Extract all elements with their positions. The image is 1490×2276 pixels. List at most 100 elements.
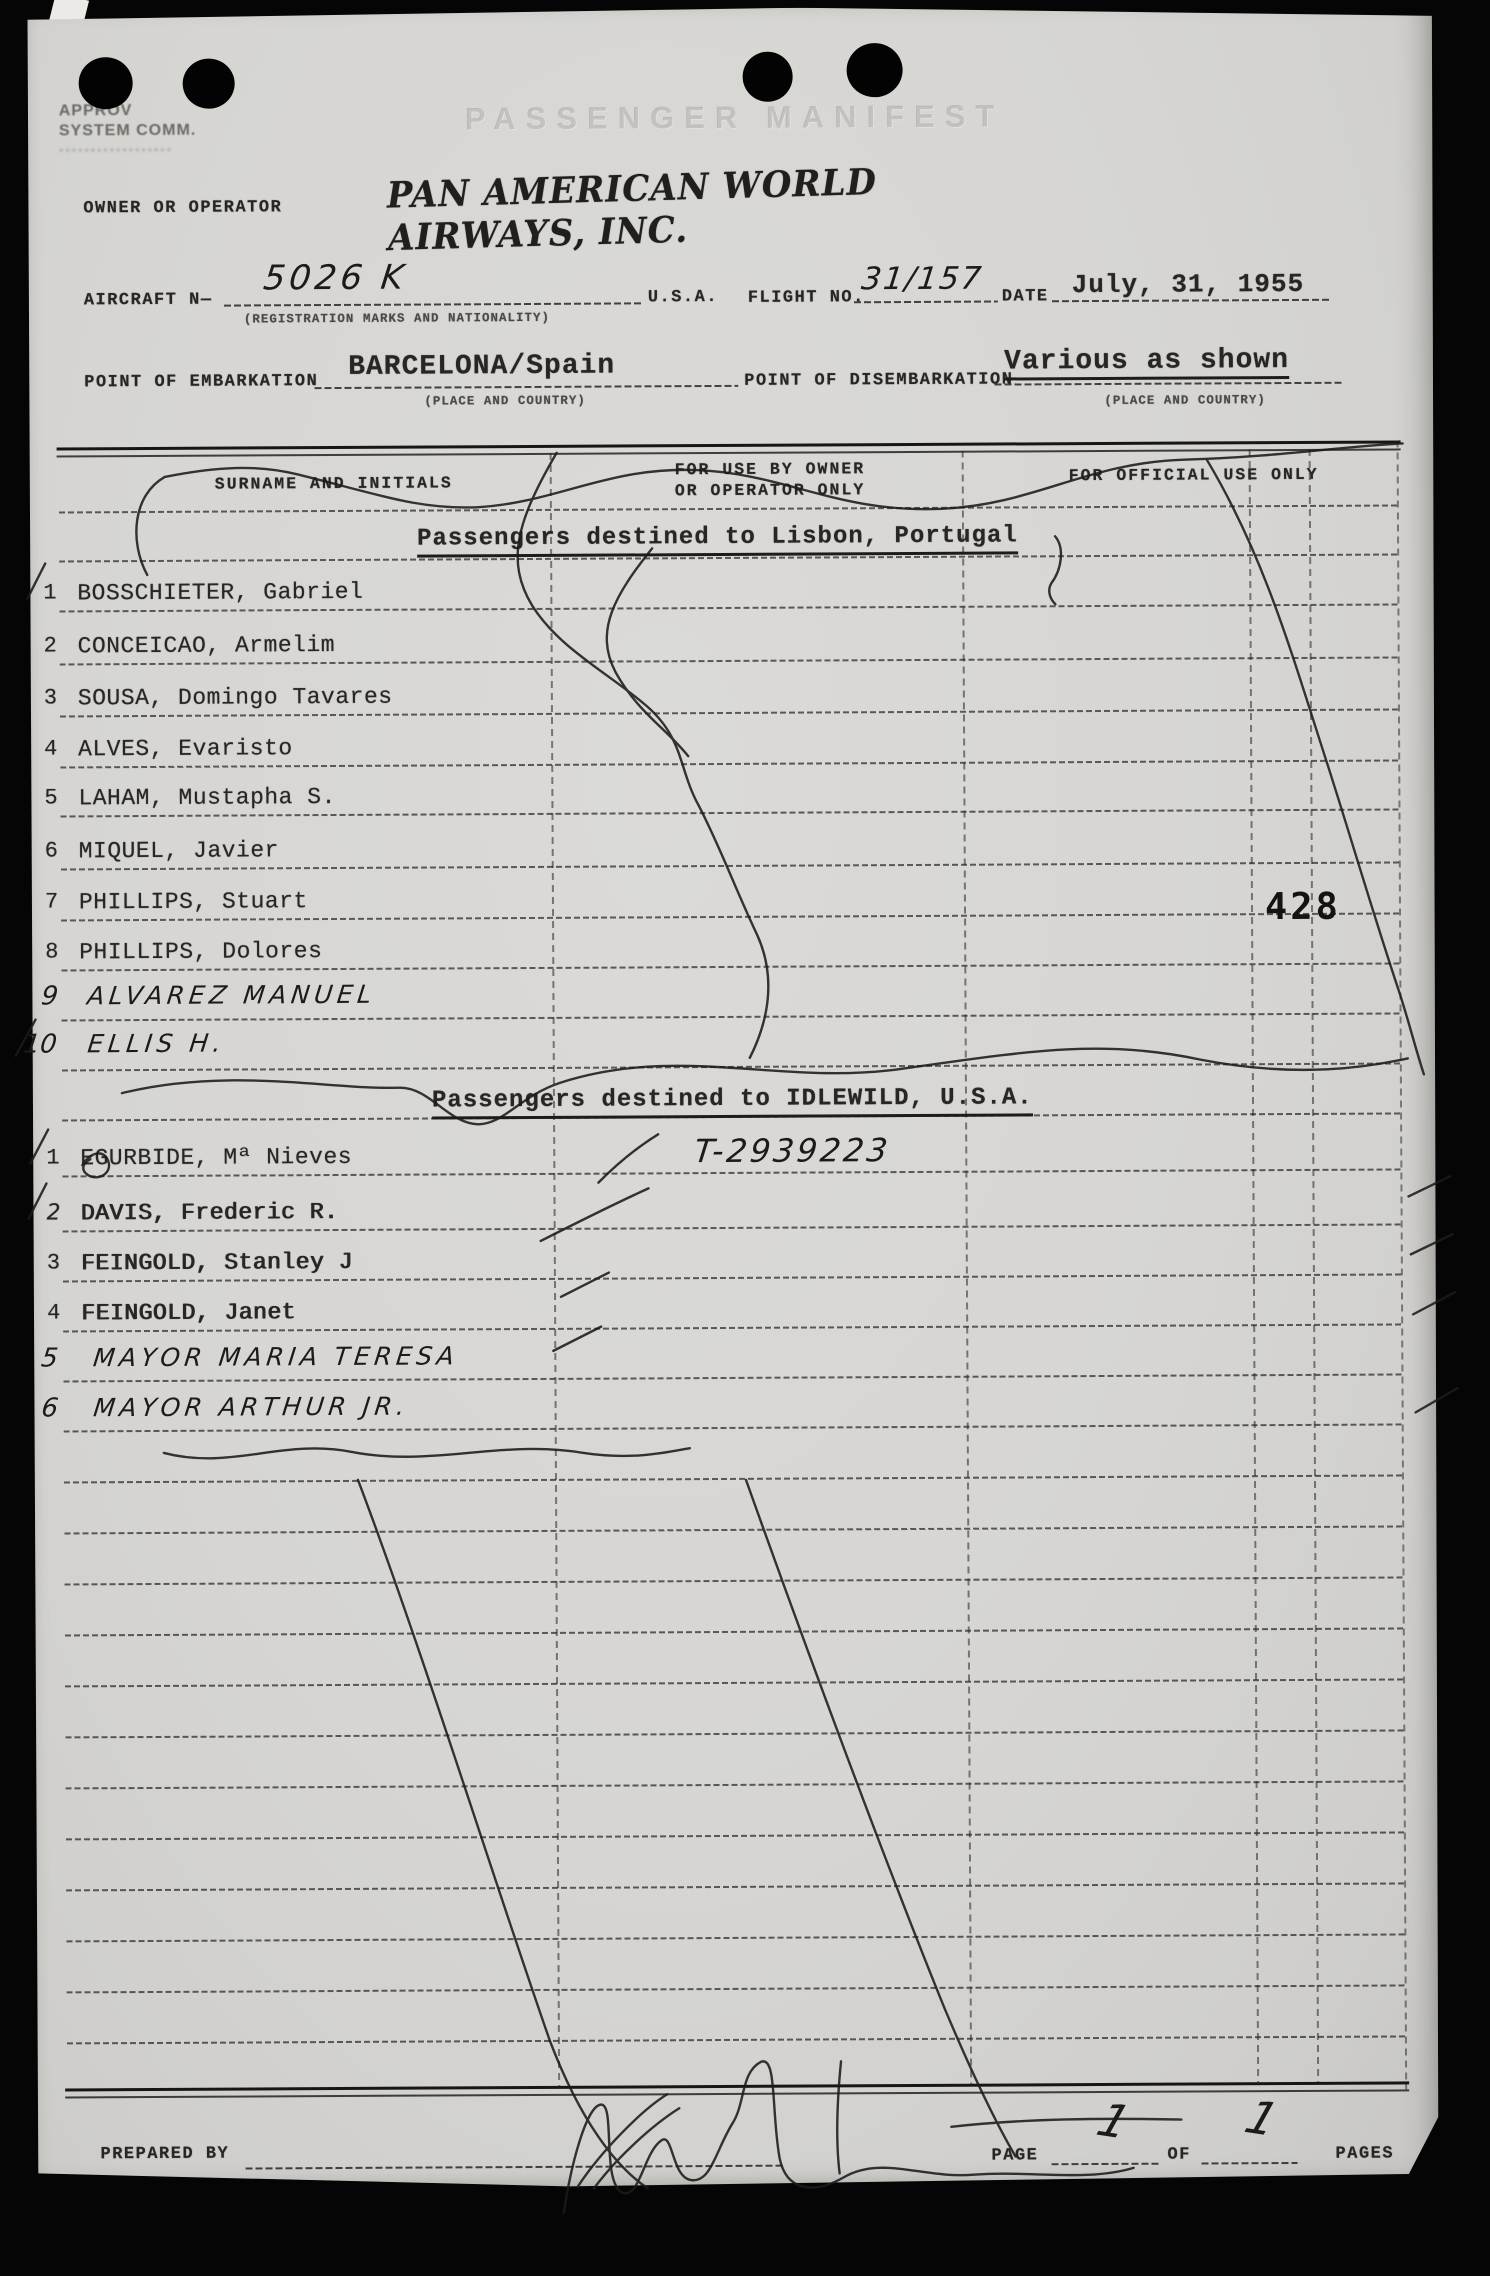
passenger-name: PHILLIPS, Dolores — [79, 938, 323, 966]
form-title: PASSENGER MANIFEST — [464, 98, 1005, 137]
prepared-by-underline — [245, 2164, 786, 2170]
signature-bar — [950, 2117, 1183, 2129]
approval-stamp-line2: SYSTEM COMM. — [58, 121, 197, 140]
flight-no-underline — [853, 300, 998, 304]
flight-no-label: FLIGHT NO. — [747, 288, 865, 308]
disembarkation-label: POINT OF DISEMBARKATION — [744, 370, 1014, 391]
disembarkation-sublabel: (PLACE AND COUNTRY) — [1104, 393, 1266, 408]
embarkation-value: BARCELONA/Spain — [348, 350, 616, 383]
row-number: 3 — [46, 1250, 61, 1276]
pages-underline — [1201, 2161, 1298, 2165]
aircraft-number-handwritten: 5026 K — [261, 257, 410, 299]
passenger-row: 2 CONCEICAO, Armelim — [0, 626, 1488, 676]
row-number-handwritten: 10 — [21, 1029, 59, 1060]
hole-punch — [742, 51, 793, 102]
embarkation-label: POINT OF EMBARKATION — [84, 372, 319, 393]
passenger-name: EGURBIDE, Mª Nieves — [80, 1143, 353, 1172]
passenger-row: 4 ALVES, Evaristo — [0, 729, 1488, 779]
signature-hatch-1 — [576, 2093, 669, 2188]
row-number: 7 — [44, 889, 59, 915]
aircraft-sublabel: (REGISTRATION MARKS AND NATIONALITY) — [243, 310, 550, 327]
passenger-name: CONCEICAO, Armelim — [77, 632, 336, 660]
passenger-name-handwritten: ALVAREZ MANUEL — [85, 979, 378, 1011]
row-number: 5 — [44, 785, 58, 811]
pen-wave-below-idlewild — [162, 1446, 692, 1460]
approval-stamp-line3: ·················· — [58, 141, 173, 160]
passenger-name: FEINGOLD, Stanley J — [80, 1248, 353, 1277]
passenger-row: 9 ALVAREZ MANUEL — [0, 974, 1490, 1024]
column-header-official-use: FOR OFFICIAL USE ONLY — [1068, 464, 1319, 486]
aircraft-underline — [223, 302, 644, 307]
passenger-name: DAVIS, Frederic R. — [80, 1199, 339, 1227]
section-heading-idlewild: Passengers destined to IDLEWILD, U.S.A. — [431, 1084, 1033, 1120]
row-number: 1 — [43, 580, 57, 606]
hole-punch — [78, 57, 133, 110]
passenger-name-handwritten: MAYOR MARIA TERESA — [91, 1341, 461, 1373]
row-number-handwritten: 9 — [39, 981, 60, 1012]
disembarkation-underline — [994, 381, 1343, 386]
table-top-rule-2 — [56, 448, 1401, 458]
row-number: 2 — [46, 1200, 61, 1226]
passenger-row: 10 ELLIS H. — [0, 1022, 1490, 1072]
passenger-name: FEINGOLD, Janet — [81, 1299, 296, 1327]
flight-no-value: 31/157 — [859, 260, 985, 298]
passenger-name: BOSSCHIETER, Gabriel — [77, 578, 364, 607]
airline-stamp: PAN AMERICAN WORLD AIRWAYS, INC. — [386, 161, 878, 260]
owner-operator-label: OWNER OR OPERATOR — [83, 198, 283, 219]
passenger-row: 4 FEINGOLD, Janet — [1, 1293, 1490, 1343]
passenger-row: 2 DAVIS, Frederic R. — [1, 1193, 1490, 1243]
page-number-handwritten: 1 — [1090, 2092, 1138, 2150]
column-header-owner-use-2: OR OPERATOR ONLY — [674, 480, 866, 501]
passenger-name: LAHAM, Mustapha S. — [78, 784, 336, 812]
signature-hatch-2 — [592, 2107, 681, 2190]
row-number: 1 — [46, 1145, 60, 1171]
passenger-name: ALVES, Evaristo — [78, 735, 293, 763]
passenger-row: 6 MIQUEL, Javier — [0, 831, 1489, 881]
passenger-row: 1 BOSSCHIETER, Gabriel — [0, 573, 1487, 623]
row-number: 2 — [43, 633, 57, 659]
pages-label: PAGES — [1335, 2144, 1395, 2164]
row-number: 4 — [47, 1300, 61, 1326]
section-heading-lisbon: Passengers destined to Lisbon, Portugal — [416, 522, 1018, 558]
pen-diagonal-a — [356, 1478, 649, 2190]
official-use-stamp-428: 428 — [1264, 884, 1341, 929]
passenger-name: MIQUEL, Javier — [78, 837, 279, 865]
passenger-name-handwritten: ELLIS H. — [85, 1028, 227, 1059]
prepared-by-label: PREPARED BY — [100, 2144, 230, 2165]
embarkation-underline — [314, 384, 739, 390]
embarkation-sublabel: (PLACE AND COUNTRY) — [424, 393, 586, 409]
hole-punch — [846, 43, 903, 98]
page-label: PAGE — [991, 2146, 1039, 2166]
column-header-surname: SURNAME AND INITIALS — [214, 473, 453, 494]
row-number-handwritten: 6 — [39, 1393, 60, 1424]
passenger-row: 3 SOUSA, Domingo Tavares — [0, 678, 1488, 728]
passenger-name: SOUSA, Domingo Tavares — [77, 683, 393, 712]
table-bottom-rule-2 — [65, 2089, 1410, 2099]
passenger-row: 6 MAYOR ARTHUR JR. — [2, 1386, 1490, 1436]
column-header-owner-use-1: FOR USE BY OWNER — [674, 459, 866, 480]
passenger-row: 5 LAHAM, Mustapha S. — [0, 778, 1489, 828]
passenger-row: 5 MAYOR MARIA TERESA — [1, 1336, 1490, 1386]
date-label: DATE — [1001, 287, 1049, 307]
passenger-row: 1 EGURBIDE, Mª Nieves — [0, 1138, 1490, 1188]
date-value: July, 31, 1955 — [1071, 268, 1305, 301]
row-number-handwritten: 5 — [39, 1343, 60, 1374]
table-grid — [0, 0, 1484, 2099]
row-number: 3 — [43, 685, 58, 711]
pages-number-handwritten: 1 — [1238, 2089, 1286, 2147]
row-number: 6 — [44, 838, 58, 864]
of-label: OF — [1167, 2145, 1191, 2165]
passenger-name-handwritten: MAYOR ARTHUR JR. — [91, 1391, 411, 1423]
passenger-row: 3 FEINGOLD, Stanley J — [1, 1243, 1490, 1293]
row-number: 8 — [45, 939, 59, 965]
aircraft-label: AIRCRAFT N— — [83, 290, 213, 311]
row-number: 4 — [44, 736, 58, 762]
passenger-name: PHILLIPS, Stuart — [78, 888, 308, 916]
hole-punch — [182, 58, 235, 109]
disembarkation-value: Various as shown — [1004, 345, 1290, 381]
nationality-value: U.S.A. — [647, 287, 719, 308]
signature-vertical — [836, 2060, 843, 2175]
page-underline — [1051, 2162, 1160, 2166]
